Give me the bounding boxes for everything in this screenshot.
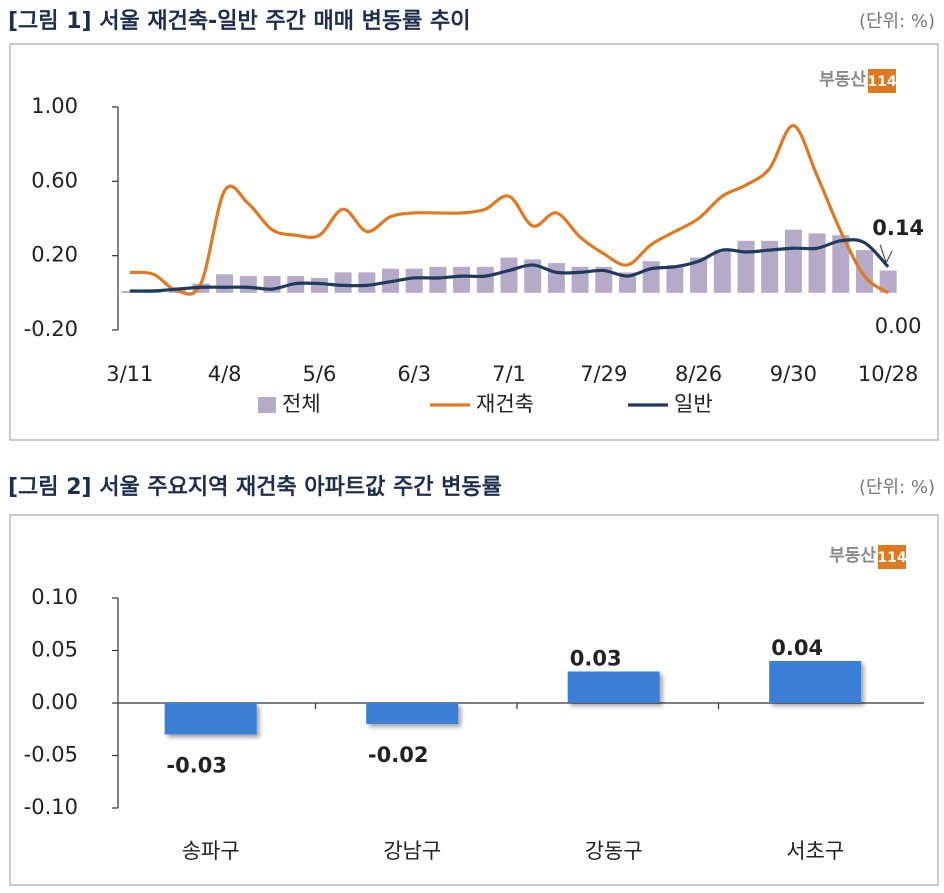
bar	[690, 257, 708, 293]
data-label: -0.03	[166, 754, 227, 778]
data-label: 0.04	[771, 636, 823, 660]
data-label: 0.00	[875, 314, 922, 338]
logo-text: 부동산	[829, 546, 876, 566]
legend-label: 전체	[282, 392, 321, 416]
legend-label: 일반	[674, 392, 713, 416]
chart-title: [그림 1] 서울 재건축-일반 주간 매매 변동률 추이	[8, 9, 470, 34]
data-label: -0.02	[368, 743, 429, 767]
bar	[784, 229, 802, 293]
logo-badge	[878, 545, 906, 569]
legend-swatch	[258, 397, 276, 413]
x-tick-label: 서초구	[786, 839, 844, 863]
bar	[855, 250, 873, 293]
logo-badge-text: 114	[877, 550, 906, 566]
x-tick-label: 9/30	[770, 362, 817, 386]
line-series	[129, 238, 890, 293]
y-tick-label: 0.05	[31, 638, 78, 662]
x-tick-label: 7/1	[492, 362, 526, 386]
bar	[666, 264, 684, 293]
chart-title: [그림 2] 서울 주요지역 재건축 아파트값 주간 변동률	[8, 475, 502, 500]
bar	[310, 277, 328, 293]
bar	[429, 266, 447, 293]
y-tick-label: -0.05	[24, 743, 78, 767]
y-tick-label: 1.00	[31, 94, 78, 118]
x-tick-label: 3/11	[106, 362, 153, 386]
bar	[713, 250, 731, 293]
bar	[216, 274, 234, 293]
data-label: 0.14	[872, 216, 924, 240]
bar	[239, 276, 257, 293]
data-label: 0.03	[570, 647, 622, 671]
bar	[366, 703, 459, 724]
bar	[453, 266, 471, 293]
y-tick-label: 0.10	[31, 585, 78, 609]
x-tick-label: 송파구	[182, 839, 240, 863]
bar	[547, 263, 565, 293]
bar	[769, 661, 862, 703]
y-tick-label: -0.10	[24, 795, 78, 819]
bar	[618, 272, 636, 293]
legend-label: 재건축	[476, 392, 534, 416]
x-tick-label: 7/29	[580, 362, 627, 386]
bar	[405, 268, 423, 293]
bar	[642, 261, 660, 293]
bar	[832, 235, 850, 293]
bar	[595, 266, 613, 293]
bar	[761, 240, 779, 293]
x-tick-label: 강남구	[383, 839, 441, 863]
bar	[879, 270, 897, 293]
logo-badge	[868, 69, 896, 93]
y-tick-label: 0.00	[31, 690, 78, 714]
bar	[476, 266, 494, 293]
x-tick-label: 4/8	[208, 362, 242, 386]
y-tick-label: 0.60	[31, 168, 78, 192]
x-tick-label: 8/26	[675, 362, 722, 386]
x-tick-label: 6/3	[397, 362, 431, 386]
logo-text: 부동산	[819, 70, 866, 90]
y-tick-label: -0.20	[24, 317, 78, 341]
x-tick-label: 5/6	[303, 362, 337, 386]
unit-label: (단위: %)	[859, 477, 935, 498]
x-tick-label: 강동구	[585, 839, 643, 863]
logo-badge-text: 114	[867, 74, 896, 90]
line-series	[129, 123, 890, 296]
bar	[524, 259, 542, 293]
chart-frame	[9, 43, 939, 441]
bar	[737, 240, 755, 293]
x-tick-label: 10/28	[858, 362, 919, 386]
y-tick-label: 0.20	[31, 243, 78, 267]
bar	[358, 272, 376, 293]
unit-label: (단위: %)	[859, 11, 935, 32]
bar	[808, 233, 826, 293]
bar	[334, 272, 352, 293]
bar	[500, 257, 518, 293]
bar	[164, 703, 257, 735]
leader-line	[879, 244, 893, 265]
bar	[567, 671, 660, 703]
